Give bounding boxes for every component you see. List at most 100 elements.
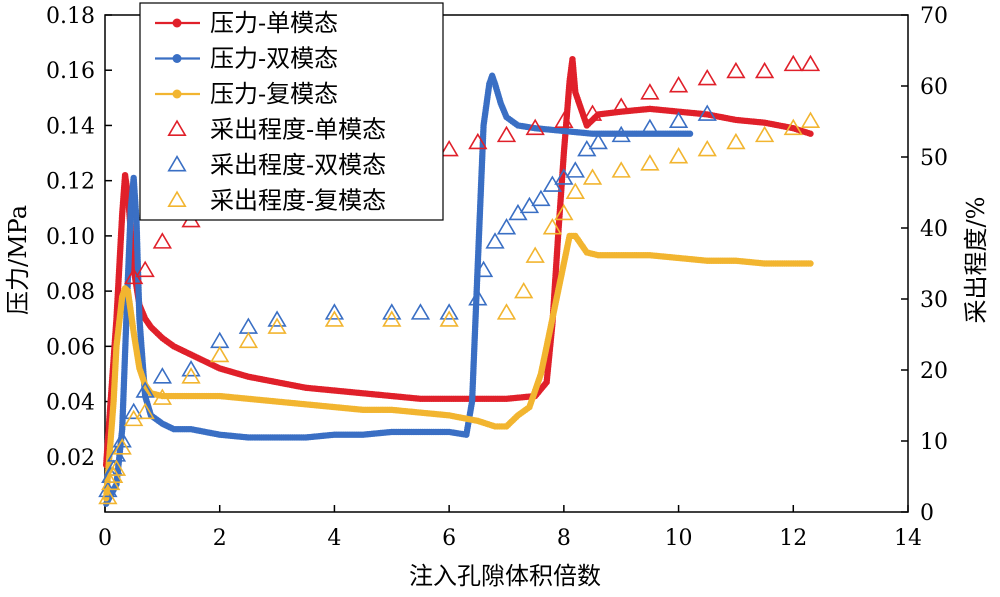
right-y-tick-label: 10 [920,430,948,455]
series-point [726,61,746,79]
right-y-tick-label: 50 [920,146,948,171]
series-point [496,125,517,143]
legend-item: 压力-双模态 [155,45,338,73]
series-3 [102,232,814,502]
series-point [640,154,660,171]
series-point [112,431,132,448]
series-point [640,118,660,136]
legend-item: 压力-单模态 [155,9,338,37]
series-point [531,189,551,207]
left-y-tick-label: 0.16 [46,59,95,84]
right-y-tick-label: 40 [920,217,948,242]
series-point [152,367,173,384]
series-layer [98,54,821,507]
left-y-tick-label: 0.12 [46,170,95,195]
series-point [783,118,803,136]
series-point [611,161,631,178]
legend-box [139,2,444,221]
left-y-tick-label: 0.08 [46,280,95,305]
legend-label: 压力-复模态 [210,80,338,108]
series-point [210,345,230,363]
left-y-tick-label: 0.06 [46,335,95,360]
series-point [152,388,173,405]
series-point [135,260,155,278]
series-point [238,331,259,349]
series-point [554,203,574,221]
left-y-tick-label: 0.04 [46,391,95,416]
x-tick-label: 2 [213,526,227,551]
left-y-tick-label: 0.14 [46,114,95,139]
series-point [582,104,603,121]
series-point [124,402,144,420]
series-point [439,139,459,157]
series-point [525,118,545,136]
left-y-axis-ticks: 0.02 0.04 0.06 0.08 0.10 0.12 0.14 0.16 0.18 [46,4,112,471]
legend-item: 采出程度-复模态 [167,187,386,215]
legend-marker [167,190,187,207]
series-point [668,147,689,164]
right-y-tick-label: 70 [920,4,948,29]
series-point [686,130,694,137]
left-y-tick-label: 0.10 [46,225,95,250]
legend-item: 采出程度-单模态 [167,116,386,144]
series-point [152,232,173,249]
legend-label: 采出程度-复模态 [210,187,386,215]
series-point [181,367,201,384]
series-point [565,161,585,178]
series-point [135,402,155,420]
series-point [112,438,132,455]
series-point [668,111,689,128]
series-point [640,83,660,100]
x-axis-ticks: 0 2 4 6 8 10 12 14 [98,505,922,551]
series-point [554,111,574,128]
series-point [410,303,431,320]
right-y-tick-label: 30 [920,288,948,313]
series-point [473,260,494,278]
legend-item: 采出程度-双模态 [167,151,386,179]
series-point [267,317,287,334]
series-point [754,125,775,143]
series-point [135,381,155,398]
series-point [697,104,717,121]
right-y-axis-title: 采出程度/% [962,197,990,324]
right-y-tick-label: 0 [920,501,934,526]
legend-marker [172,54,182,63]
legend-marker [167,119,187,136]
series-point [726,132,746,150]
series-point [754,61,775,79]
series-6 [98,111,821,505]
series-point [439,310,459,327]
plot-border [104,14,909,513]
series-point [525,246,545,263]
x-tick-label: 0 [98,526,112,551]
legend-marker [167,155,187,172]
series-point [800,111,821,128]
series-point [542,218,563,235]
series-point [210,331,230,349]
series-point [496,218,517,235]
series-point [807,130,814,137]
legend-label: 压力-单模态 [210,9,338,37]
x-tick-label: 4 [327,526,341,551]
legend-marker [172,89,182,99]
series-point [181,360,201,377]
legend-marker [172,18,182,28]
series-point [485,232,505,249]
series-point [588,132,608,150]
series-point [267,310,287,327]
series-point [439,303,459,320]
right-y-tick-label: 20 [920,359,948,384]
series-point [98,487,118,505]
legend-label: 采出程度-双模态 [210,151,386,179]
x-axis-title: 注入孔隙体积倍数 [409,562,601,590]
series-point [697,139,717,157]
series-point [697,68,717,86]
legend-label: 采出程度-单模态 [210,116,386,144]
series-point [800,54,821,72]
series-point [324,303,345,320]
left-y-tick-label: 0.02 [46,446,95,471]
series-point [238,317,259,334]
right-y-tick-label: 60 [920,75,948,100]
series-point [496,303,517,320]
